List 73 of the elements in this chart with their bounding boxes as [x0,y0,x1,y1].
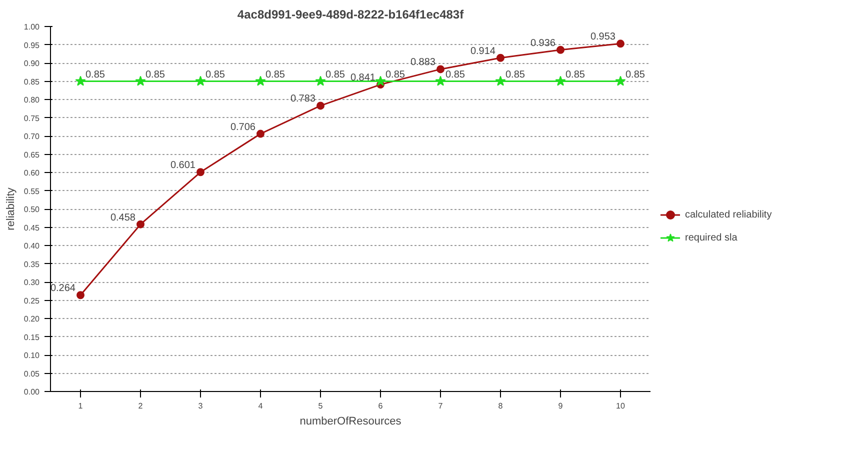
y-tick-label: 0.00 [24,388,40,396]
x-tick-label: 8 [498,402,504,410]
y-tick-label: 0.95 [24,40,40,50]
y-tick-label: 0.35 [24,260,40,269]
y-tick-label: 0.15 [24,332,40,342]
y-tick-label: 0.70 [24,132,40,141]
point [616,40,624,48]
point [76,291,84,300]
y-tick-label: 0.45 [24,223,40,232]
y-tick-label: 0.40 [24,242,40,250]
point [496,54,504,62]
point [615,76,626,86]
x-tick-label: 6 [378,402,384,410]
data-label: 0.936 [530,38,556,49]
y-tick-label: 0.30 [24,278,40,287]
y-tick-label: 0.10 [24,351,40,360]
x-tick-label: 2 [138,402,144,410]
data-label: 0.85 [386,69,406,80]
data-label: 0.85 [86,69,106,80]
y-tick-label: 1.00 [24,22,40,32]
y-tick-label: 0.65 [24,150,40,160]
point [136,220,144,228]
chart-title: 4ac8d991-9ee9-489d-8222-b164f1ec483f [237,8,465,22]
y-tick-label: 0.50 [24,205,40,214]
point [556,46,564,54]
point [495,76,506,86]
data-label: 0.85 [206,69,226,80]
data-label: 0.953 [590,32,616,43]
y-tick-label: 0.55 [24,186,40,196]
data-label: 0.914 [470,46,496,57]
data-label: 0.85 [146,69,166,80]
y-axis-title: reliability [4,187,17,230]
point [555,76,566,86]
data-label: 0.458 [110,212,136,224]
data-label: 0.783 [290,94,316,105]
x-tick-label: 9 [558,402,564,410]
data-label: 0.85 [326,69,346,80]
x-tick-label: 7 [438,402,444,410]
x-tick-label: 1 [78,402,84,410]
x-tick-label: 10 [616,402,626,410]
x-tick-label: 5 [318,402,324,410]
point [256,130,264,138]
data-label: 0.706 [230,122,256,133]
point [255,76,266,86]
data-label: 0.85 [266,69,286,80]
data-label: 0.85 [446,69,466,80]
y-tick-label: 0.25 [24,296,40,306]
y-tick-label: 0.90 [24,59,40,68]
x-tick-label: 3 [198,402,204,410]
point [436,65,444,74]
point [195,76,206,86]
data-label: 0.85 [566,69,586,80]
data-label: 0.85 [506,69,526,80]
point [316,102,324,110]
y-tick-label: 0.80 [24,96,40,104]
point [315,76,326,86]
data-label: 0.601 [170,160,196,172]
legend-label: required sla [685,232,738,243]
y-tick-label: 0.20 [24,314,40,324]
y-tick-label: 0.05 [24,369,40,378]
point [135,76,146,86]
y-tick-label: 0.75 [24,114,40,123]
x-axis-title: numberOfResources [300,416,402,428]
point [196,168,204,176]
x-tick-label: 4 [258,402,264,410]
data-label: 0.883 [410,57,436,68]
point [435,76,446,86]
y-tick-label: 0.60 [24,168,40,178]
y-tick-label: 0.85 [24,77,40,86]
data-label: 0.85 [626,69,646,80]
legend-label: calculated reliability [685,209,772,220]
point [375,76,386,86]
point [75,76,86,86]
